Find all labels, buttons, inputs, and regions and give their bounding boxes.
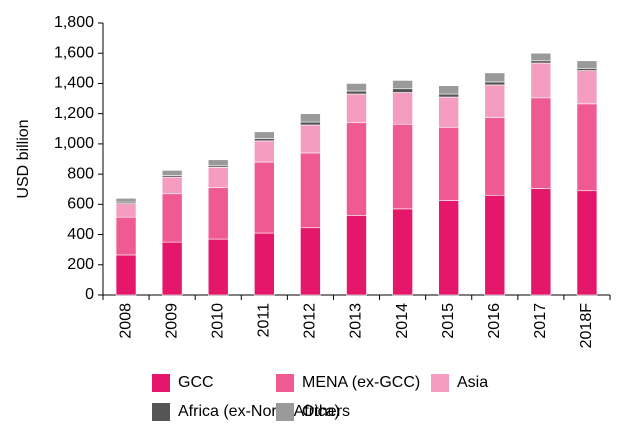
x-tick-label: 2009 — [163, 303, 180, 339]
bar-segment — [161, 170, 183, 176]
bar-segment — [115, 254, 137, 296]
legend-label: MENA (ex-GCC) — [302, 374, 420, 391]
x-tick-label: 2018F — [578, 303, 595, 349]
bar-segment — [438, 93, 459, 98]
x-tick-label: 2014 — [394, 303, 411, 339]
bar-segment — [346, 83, 367, 92]
bar-segment — [300, 124, 321, 154]
bar-segment — [346, 90, 367, 95]
y-axis-label: USD billion — [15, 119, 32, 198]
bar-segment — [530, 60, 552, 64]
bar-segment — [392, 92, 413, 125]
legend-swatch — [152, 403, 170, 421]
bar-segment — [392, 80, 413, 90]
bar-segment — [530, 52, 552, 62]
bar-segment — [207, 159, 229, 167]
bar-segment — [576, 103, 598, 192]
bar-segment — [115, 216, 137, 256]
bar-segment — [161, 176, 183, 195]
bar-segment — [392, 208, 413, 296]
bar-segment — [576, 68, 598, 71]
y-tick-label: 1,200 — [54, 105, 94, 122]
bar-segment — [576, 70, 598, 105]
y-tick-label: 1,000 — [54, 135, 94, 152]
legend-label: Asia — [457, 374, 488, 391]
x-tick-label: 2015 — [440, 303, 457, 339]
bar-segment — [530, 188, 552, 296]
bar-segment — [438, 96, 459, 128]
bar-segment — [438, 126, 459, 201]
legend-swatch — [431, 374, 449, 392]
legend-label: Africa (ex-North Africa) — [178, 403, 340, 420]
bar-segment — [207, 238, 229, 296]
bar-segment — [254, 232, 275, 296]
bar-segment — [254, 131, 275, 139]
bar-segment — [300, 113, 321, 123]
bar-segment — [207, 187, 229, 240]
bar-segment — [484, 194, 506, 296]
y-tick-label: 400 — [67, 226, 94, 243]
bar-segment — [300, 152, 321, 229]
bar-segment — [115, 197, 137, 203]
bar-segment — [300, 121, 321, 126]
bar-segment — [484, 81, 506, 86]
bar-segment — [484, 84, 506, 118]
bar-segment — [254, 138, 275, 142]
x-tick-label: 2010 — [209, 303, 226, 339]
legend-swatch — [276, 403, 294, 421]
bar-segment — [161, 193, 183, 243]
bar-segment — [484, 72, 506, 83]
y-tick-label: 1,400 — [54, 75, 94, 92]
x-tick-label: 2013 — [348, 303, 365, 339]
x-tick-label: 2017 — [532, 303, 549, 339]
bar-segment — [530, 62, 552, 99]
legend-label: GCC — [178, 374, 214, 391]
y-tick-label: 800 — [67, 165, 94, 182]
bar-segment — [346, 93, 367, 124]
legend-swatch — [152, 374, 170, 392]
y-tick-label: 600 — [67, 196, 94, 213]
legend-swatch — [276, 374, 294, 392]
bar-segment — [115, 203, 137, 218]
bar-segment — [484, 117, 506, 196]
legend-label: Others — [302, 403, 350, 420]
bar-segment — [254, 161, 275, 234]
bar-segment — [346, 122, 367, 216]
bar-segment — [576, 60, 598, 69]
bar-segment — [392, 123, 413, 210]
bar-segment — [161, 241, 183, 296]
y-tick-label: 1,600 — [54, 44, 94, 61]
bar-segment — [438, 85, 459, 95]
bar-segment — [346, 215, 367, 296]
x-tick-label: 2011 — [256, 303, 273, 338]
x-tick-label: 2016 — [486, 303, 503, 339]
bar-segment — [530, 97, 552, 189]
bar-segment — [438, 200, 459, 296]
y-tick-label: 1,800 — [54, 14, 94, 31]
bar-segment — [207, 167, 229, 189]
bar-segment — [576, 190, 598, 296]
bar-segment — [392, 88, 413, 93]
x-tick-label: 2008 — [117, 303, 134, 339]
y-tick-label: 200 — [67, 256, 94, 273]
y-tick-label: 0 — [85, 286, 94, 303]
x-tick-label: 2012 — [302, 303, 319, 339]
bar-segment — [300, 227, 321, 296]
bar-segment — [254, 140, 275, 163]
